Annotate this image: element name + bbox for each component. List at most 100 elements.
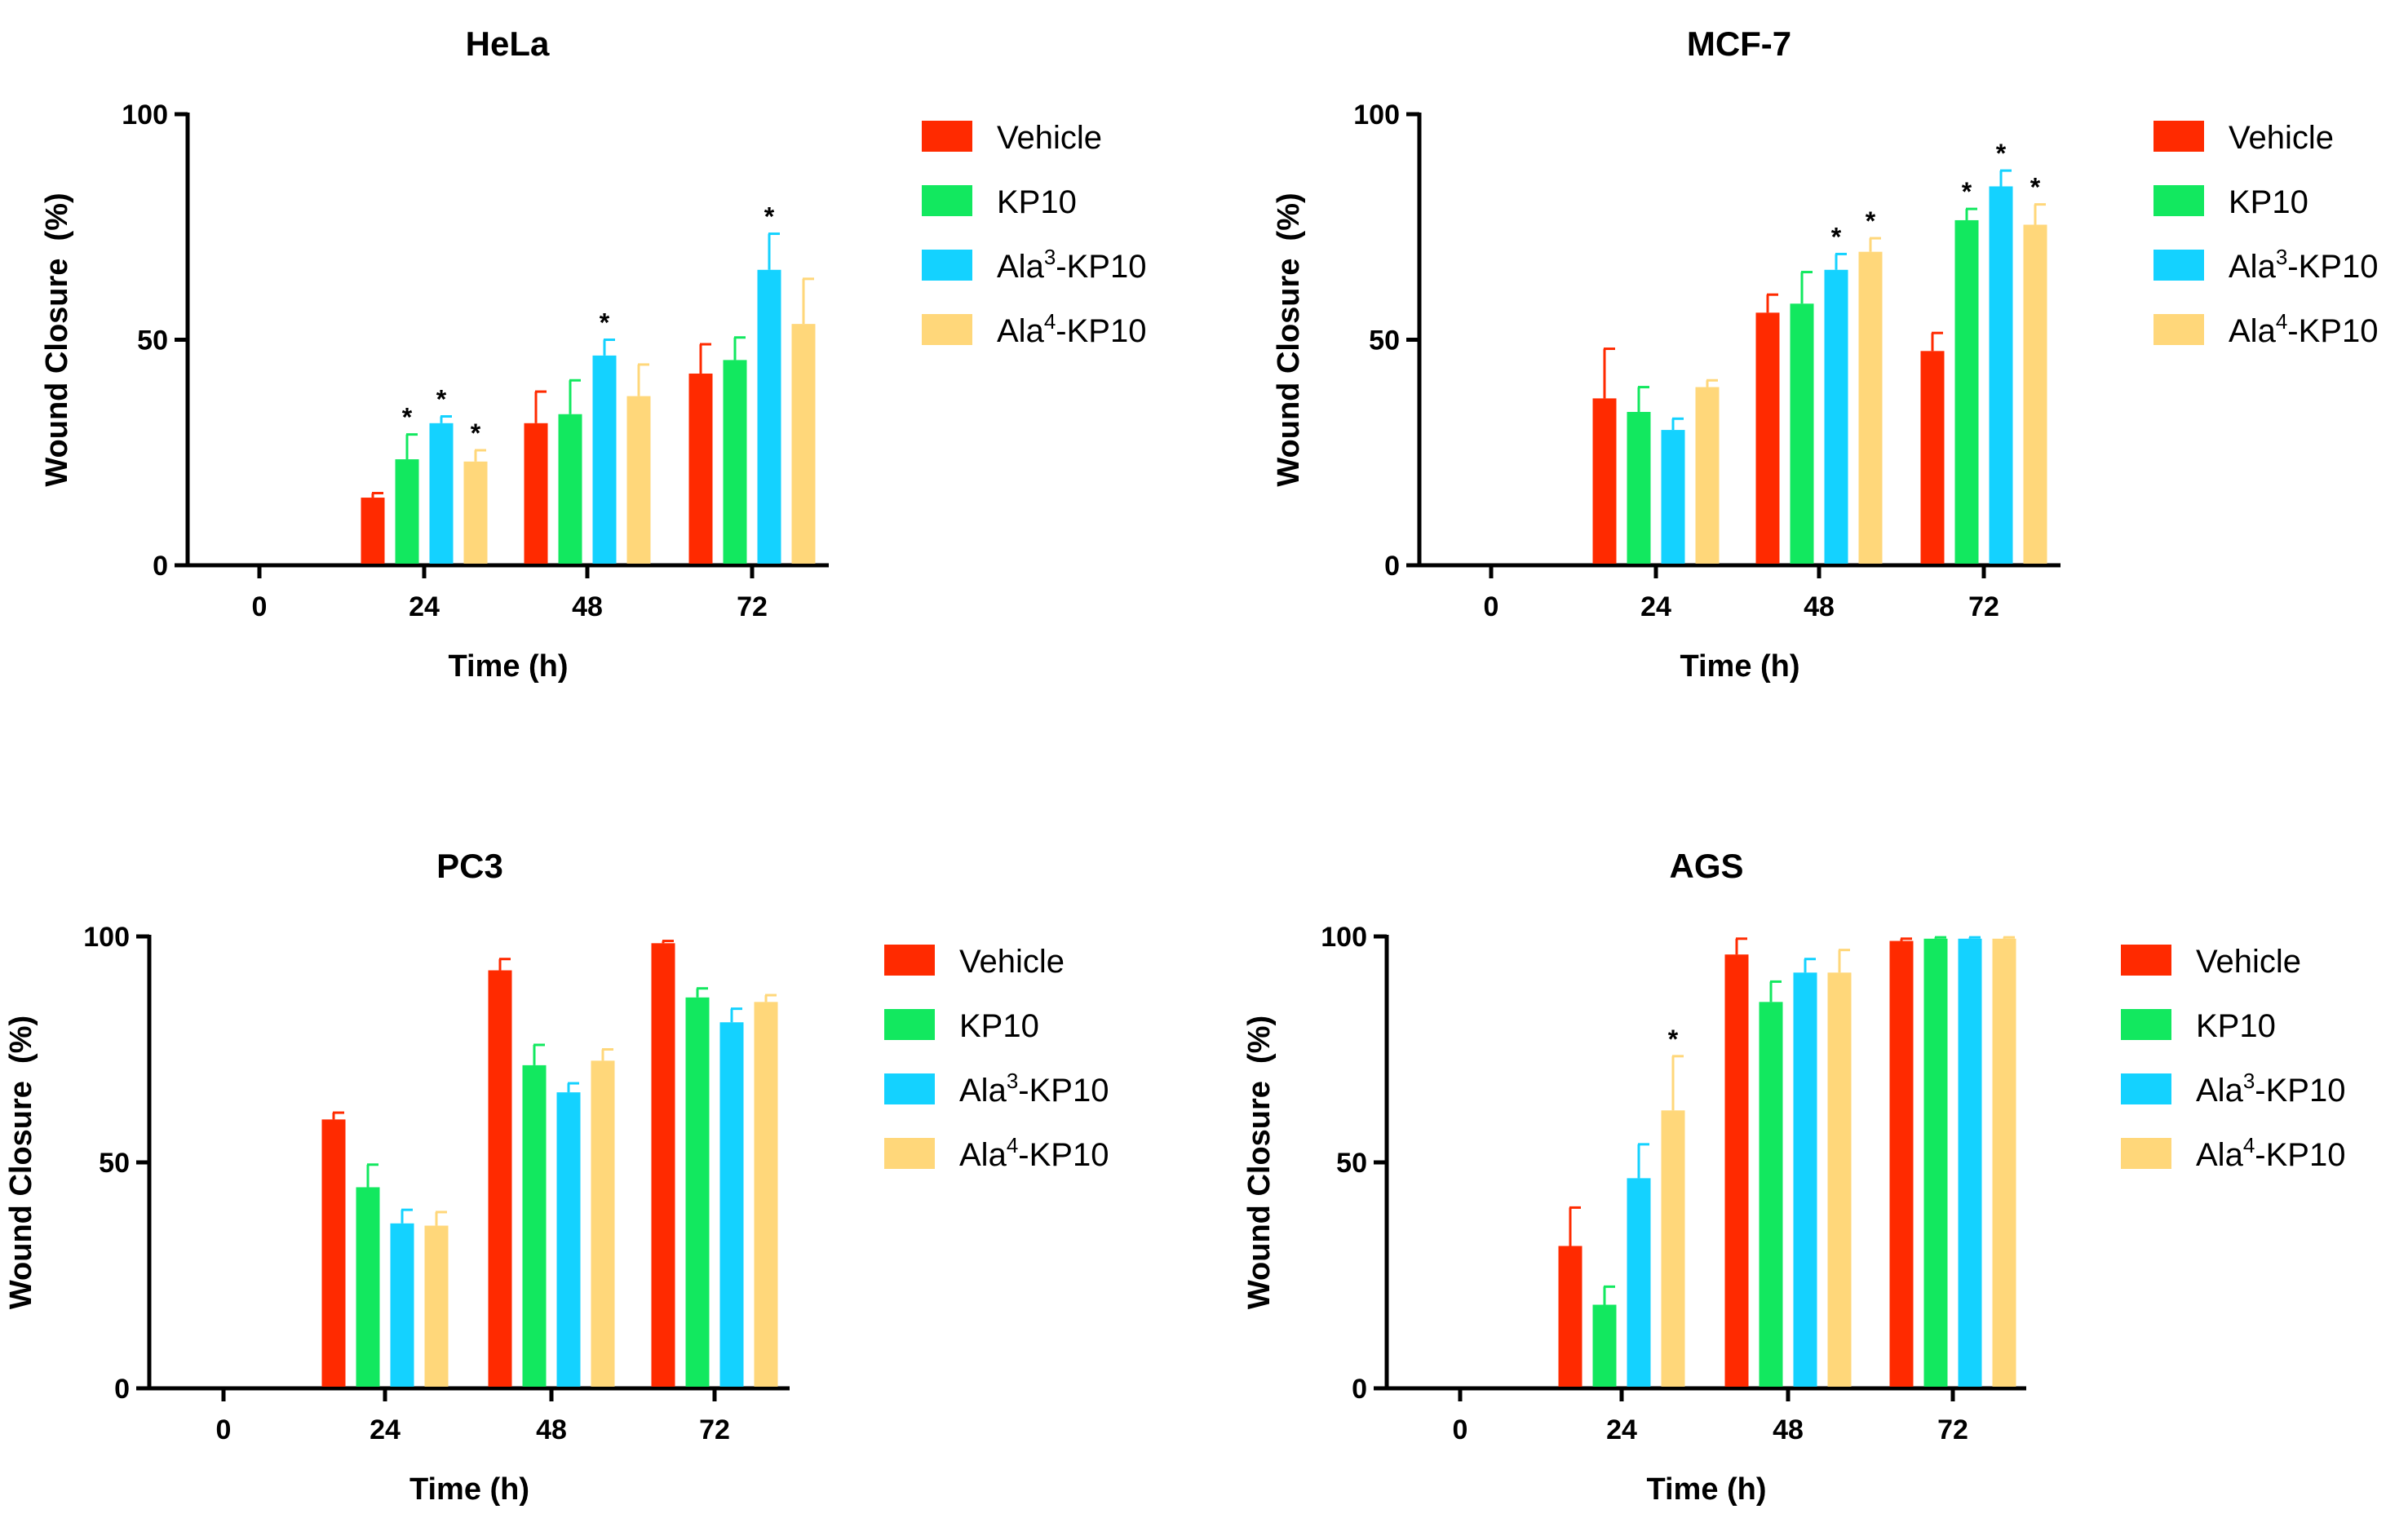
legend-swatch	[922, 185, 972, 216]
legend-label: Ala4-KP10	[2196, 1133, 2345, 1173]
bar-vehicle-72	[1920, 351, 1945, 564]
legend-label: KP10	[997, 184, 1077, 220]
legend-swatch	[2153, 185, 2204, 216]
bar-vehicle-24	[1558, 1246, 1582, 1387]
bar-vehicle-72	[651, 943, 675, 1387]
bar-ala3-kp10-72	[1989, 186, 2013, 564]
significance-star: *	[1962, 177, 1972, 206]
bar-ala3-kp10-24	[1661, 430, 1685, 564]
chart-panel-4: AGS 0 50 100 0 24 48 72 Time (h) Wound Closure (%…	[1242, 847, 2345, 1507]
bar-ala3-kp10-48	[592, 355, 617, 564]
bar-vehicle-24	[1592, 398, 1617, 564]
legend-label: Ala3-KP10	[997, 245, 1146, 285]
bar-kp10-48	[1759, 1002, 1783, 1387]
bar-ala3-kp10-48	[1824, 269, 1848, 564]
chart-title: MCF-7	[1687, 24, 1791, 63]
legend-label: KP10	[2229, 184, 2308, 220]
significance-star: *	[1866, 206, 1876, 236]
x-tick-label: 0	[1484, 591, 1499, 622]
significance-star: *	[764, 202, 775, 232]
x-tick-label: 24	[1606, 1414, 1637, 1445]
x-tick-label: 0	[1453, 1414, 1468, 1445]
x-tick-label: 48	[572, 591, 603, 622]
y-axis-label: Wound Closure (%)	[1272, 193, 1306, 486]
y-axis-label: Wound Closure (%)	[1242, 1016, 1277, 1309]
bar-kp10-24	[1627, 411, 1651, 564]
x-tick-label: 48	[1804, 591, 1835, 622]
legend-label: Vehicle	[2196, 944, 2301, 980]
chart-title: HeLa	[466, 24, 550, 63]
x-axis-label: Time (h)	[1646, 1472, 1766, 1507]
x-tick-label: 72	[699, 1414, 730, 1445]
bar-ala3-kp10-72	[719, 1022, 744, 1387]
bar-kp10-72	[1954, 219, 1979, 564]
bar-ala4-kp10-24	[424, 1225, 449, 1387]
bar-ala4-kp10-48	[591, 1060, 615, 1387]
legend-swatch	[2121, 1073, 2171, 1104]
legend-label: Ala4-KP10	[2229, 309, 2378, 349]
bar-vehicle-72	[688, 373, 713, 564]
bar-vehicle-48	[1755, 312, 1780, 564]
bar-kp10-72	[1923, 938, 1948, 1387]
bar-kp10-72	[685, 997, 710, 1387]
legend-label: Ala4-KP10	[959, 1133, 1109, 1173]
x-tick-label: 0	[216, 1414, 232, 1445]
legend-label: Vehicle	[959, 944, 1065, 980]
chart-title: AGS	[1669, 847, 1743, 885]
significance-star: *	[1668, 1025, 1679, 1054]
y-tick-label: 50	[137, 325, 168, 356]
chart-panel-2: MCF-7 0 50 100 0 24 48 72 Time (h) Wound Closure …	[1272, 24, 2378, 684]
x-tick-label: 72	[1968, 591, 1999, 622]
legend-label: Vehicle	[2229, 120, 2334, 156]
legend-swatch	[884, 1073, 935, 1104]
legend: Vehicle KP10 Ala3-KP10 Ala4-KP10	[922, 120, 1146, 349]
legend-label: Ala4-KP10	[997, 309, 1146, 349]
x-tick-label: 72	[737, 591, 768, 622]
y-axis-label: Wound Closure (%)	[40, 193, 74, 486]
legend-swatch	[922, 250, 972, 281]
significance-star: *	[2030, 173, 2041, 202]
y-tick-label: 50	[99, 1148, 130, 1179]
x-tick-label: 24	[1640, 591, 1671, 622]
bar-kp10-24	[356, 1187, 380, 1387]
bar-ala3-kp10-24	[429, 423, 454, 564]
significance-star: *	[436, 385, 447, 414]
bar-kp10-24	[1592, 1304, 1617, 1387]
x-tick-label: 24	[370, 1414, 401, 1445]
bar-ala3-kp10-48	[1793, 972, 1817, 1387]
legend-swatch	[884, 945, 935, 976]
legend-label: Vehicle	[997, 120, 1102, 156]
y-tick-label: 0	[153, 551, 168, 582]
y-tick-label: 0	[1352, 1374, 1367, 1405]
bar-ala3-kp10-24	[390, 1223, 414, 1387]
legend-swatch	[2121, 1138, 2171, 1169]
y-tick-label: 100	[1321, 922, 1367, 953]
significance-star: *	[1831, 222, 1842, 251]
legend-swatch	[2121, 945, 2171, 976]
y-tick-label: 100	[122, 100, 168, 131]
significance-star: *	[402, 403, 413, 432]
x-axis-label: Time (h)	[448, 649, 568, 684]
x-tick-label: 72	[1937, 1414, 1968, 1445]
legend-swatch	[922, 121, 972, 152]
x-tick-label: 48	[1773, 1414, 1804, 1445]
y-tick-label: 100	[1353, 100, 1400, 131]
bar-kp10-24	[395, 459, 419, 564]
legend: Vehicle KP10 Ala3-KP10 Ala4-KP10	[2121, 944, 2345, 1173]
y-axis-label: Wound Closure (%)	[4, 1016, 38, 1309]
x-axis-label: Time (h)	[409, 1472, 529, 1507]
chart-title: PC3	[436, 847, 503, 885]
y-tick-label: 0	[114, 1374, 130, 1405]
bar-ala4-kp10-72	[754, 1002, 778, 1387]
legend: Vehicle KP10 Ala3-KP10 Ala4-KP10	[2153, 120, 2378, 349]
bar-ala4-kp10-24	[463, 461, 488, 564]
y-tick-label: 100	[83, 922, 130, 953]
bar-ala4-kp10-48	[1827, 972, 1852, 1387]
legend-swatch	[2153, 314, 2204, 345]
significance-star: *	[1996, 139, 2007, 168]
y-tick-label: 50	[1336, 1148, 1367, 1179]
legend-label: Ala3-KP10	[2229, 245, 2378, 285]
bar-vehicle-24	[321, 1119, 346, 1387]
x-tick-label: 24	[409, 591, 440, 622]
